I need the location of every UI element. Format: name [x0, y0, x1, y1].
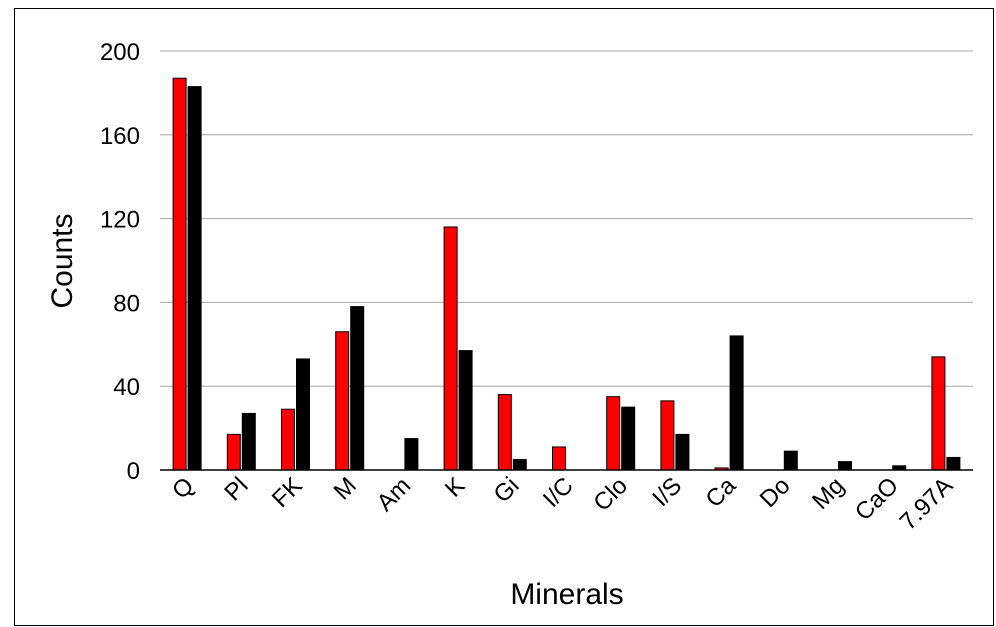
x-axis-title: Minerals [510, 578, 623, 611]
x-tick-label: M [329, 472, 362, 505]
x-tick-label: I/S [647, 472, 687, 512]
bar-series-2-M [350, 306, 365, 471]
x-tick-label: Q [167, 472, 199, 504]
bar-series-1-FK [281, 408, 295, 471]
y-tick-label: 200 [100, 39, 140, 66]
x-tick-label: Ca [701, 472, 742, 513]
bar-series-1-Pl [226, 433, 241, 471]
bar-series-2-Ca [729, 335, 744, 471]
bar-series-2-Do [783, 450, 798, 471]
bar-series-1-Q [172, 77, 187, 471]
bar-series-2-Am [404, 438, 419, 471]
bar-series-1-K [443, 226, 458, 471]
bar-series-2-K [458, 350, 473, 471]
bar-series-1-7.97A [931, 356, 946, 471]
y-tick-label: 120 [100, 207, 140, 234]
x-tick-label: Pl [219, 472, 253, 506]
y-tick-label: 40 [113, 374, 140, 401]
x-tick-label: Clo [588, 472, 633, 517]
x-tick-label: K [440, 472, 470, 502]
bar-series-1-Gi [497, 394, 512, 471]
bar-series-2-Pl [241, 412, 256, 471]
bar-series-1-I/S [660, 400, 675, 471]
x-tick-label: Gi [488, 472, 524, 508]
x-tick-label: Do [755, 472, 796, 513]
bar-series-2-Mg [838, 461, 852, 471]
y-tick-label: 160 [100, 123, 140, 150]
bar-series-1-I/C [552, 446, 566, 471]
x-tick-label: 7.97A [895, 472, 958, 535]
bar-series-2-Gi [512, 459, 527, 471]
y-tick-label: 0 [127, 458, 140, 485]
x-tick-label: I/C [538, 472, 579, 513]
y-axis-title: Counts [46, 213, 79, 308]
y-tick-labels: 0 40 80 120 160 200 [100, 39, 140, 485]
x-tick-label: FK [267, 472, 308, 513]
bar-series-1-M [335, 331, 350, 471]
bar-series-2-I/S [675, 433, 690, 471]
gridlines [160, 50, 973, 387]
bar-series-2-FK [296, 358, 310, 471]
y-tick-label: 80 [113, 290, 140, 317]
bar-series-2-7.97A [946, 456, 961, 471]
x-tick-label: Am [372, 472, 417, 517]
bar-series-2-Q [187, 86, 202, 471]
bars [172, 77, 961, 471]
bar-series-1-Clo [606, 396, 621, 471]
x-tick-label: Mg [807, 472, 850, 515]
bar-series-2-Clo [621, 406, 636, 471]
